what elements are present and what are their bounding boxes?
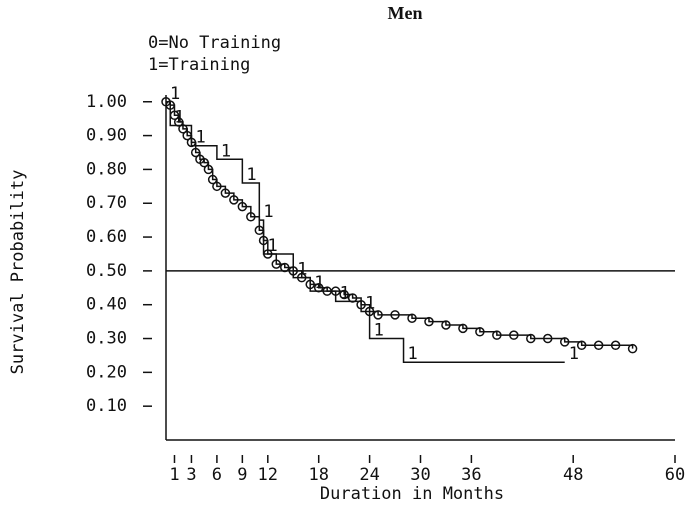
y-tick-label: 0.10 bbox=[86, 396, 127, 416]
censor-marker: 1 bbox=[314, 273, 324, 293]
censor-marker bbox=[509, 330, 519, 340]
x-tick-label: 18 bbox=[308, 465, 328, 485]
y-tick-label: 0.40 bbox=[86, 295, 127, 315]
censor-marker: 1 bbox=[408, 344, 418, 364]
censor-marker bbox=[373, 310, 383, 320]
y-tick-label: 0.90 bbox=[86, 126, 127, 146]
legend-entry: 1=Training bbox=[148, 55, 250, 75]
censor-marker bbox=[237, 201, 248, 212]
censor-marker bbox=[441, 320, 451, 330]
censor-marker bbox=[559, 337, 570, 347]
x-axis-label: Duration in Months bbox=[320, 484, 504, 504]
x-tick-label: 1 bbox=[169, 465, 179, 485]
censor-marker bbox=[526, 333, 536, 344]
censor-marker: 1 bbox=[195, 128, 205, 148]
x-tick-label: 36 bbox=[461, 465, 481, 485]
x-tick-label: 60 bbox=[665, 465, 685, 485]
censor-marker bbox=[229, 195, 239, 205]
censor-marker bbox=[407, 313, 417, 323]
x-tick-label: 6 bbox=[212, 465, 222, 485]
x-tick-label: 30 bbox=[410, 465, 430, 485]
legend-entry: 0=No Training bbox=[148, 33, 281, 53]
censor-marker bbox=[627, 343, 638, 354]
censor-marker bbox=[339, 289, 349, 300]
x-tick-label: 9 bbox=[237, 465, 247, 485]
censor-marker bbox=[246, 212, 256, 222]
chart-title: Men bbox=[388, 3, 423, 23]
y-axis-label: Survival Probability bbox=[8, 170, 28, 375]
survival-line bbox=[166, 101, 634, 349]
y-tick-label: 0.80 bbox=[86, 159, 127, 179]
censor-marker bbox=[610, 340, 621, 351]
censor-marker: 1 bbox=[170, 84, 180, 104]
survival-line bbox=[166, 101, 565, 363]
censor-marker: 1 bbox=[569, 344, 579, 364]
censor-marker bbox=[220, 188, 231, 198]
censor-marker: 1 bbox=[340, 283, 350, 303]
censor-marker: 1 bbox=[221, 141, 231, 161]
censor-marker: 1 bbox=[365, 293, 375, 313]
censor-marker bbox=[390, 310, 400, 320]
censor-marker bbox=[207, 174, 218, 185]
censor-marker: 1 bbox=[246, 165, 256, 185]
censor-marker: 1 bbox=[268, 236, 278, 256]
censor-marker bbox=[203, 164, 214, 175]
censor-marker bbox=[212, 181, 222, 192]
censor-marker bbox=[280, 262, 290, 273]
y-tick-label: 0.70 bbox=[86, 193, 127, 213]
censor-marker bbox=[475, 327, 485, 337]
censor-marker bbox=[458, 323, 468, 334]
censor-marker: 1 bbox=[374, 321, 384, 341]
censor-marker bbox=[576, 340, 587, 351]
censor-marker bbox=[593, 340, 604, 351]
censor-marker: 1 bbox=[174, 107, 184, 127]
x-tick-label: 3 bbox=[186, 465, 196, 485]
x-tick-label: 12 bbox=[258, 465, 278, 485]
censor-marker bbox=[271, 259, 282, 269]
censor-marker bbox=[492, 330, 502, 340]
y-tick-label: 0.20 bbox=[86, 362, 127, 382]
y-tick-label: 1.00 bbox=[86, 92, 127, 112]
censor-marker bbox=[190, 147, 201, 158]
censor-marker bbox=[199, 157, 209, 168]
y-tick-label: 0.60 bbox=[86, 227, 127, 247]
y-tick-label: 0.50 bbox=[86, 261, 127, 281]
censor-marker: 1 bbox=[297, 260, 307, 280]
x-tick-label: 24 bbox=[359, 465, 379, 485]
censor-marker bbox=[424, 316, 434, 327]
censor-marker: 1 bbox=[263, 202, 273, 222]
x-tick-label: 48 bbox=[563, 465, 583, 485]
censor-marker bbox=[543, 333, 553, 344]
y-tick-label: 0.30 bbox=[86, 329, 127, 349]
